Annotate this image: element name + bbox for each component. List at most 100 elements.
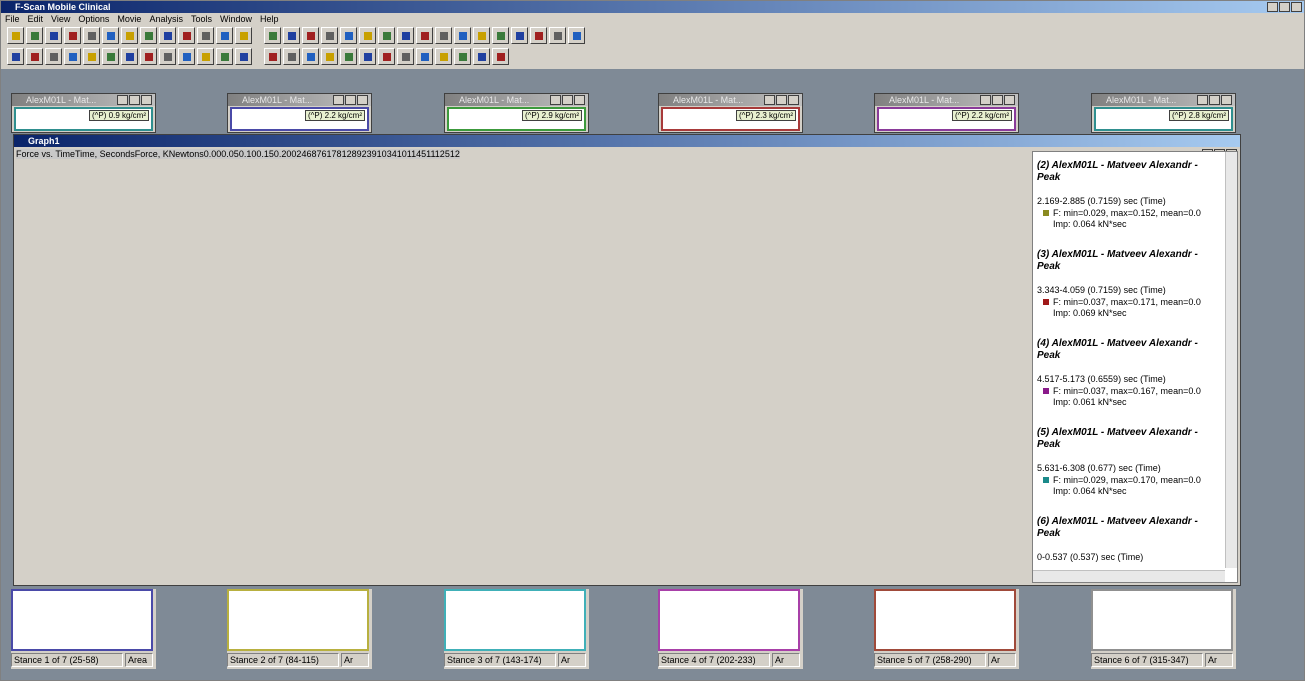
menu-item[interactable]: Edit: [28, 14, 44, 24]
toolbar-button[interactable]: [140, 48, 157, 65]
window-control[interactable]: [562, 95, 573, 105]
toolbar-button[interactable]: [45, 27, 62, 44]
menu-item[interactable]: View: [51, 14, 70, 24]
toolbar-button[interactable]: [283, 48, 300, 65]
window-control[interactable]: [574, 95, 585, 105]
toolbar-button[interactable]: [26, 27, 43, 44]
toolbar-button[interactable]: [473, 48, 490, 65]
scrollbar[interactable]: [1033, 570, 1225, 582]
window-control[interactable]: [980, 95, 991, 105]
toolbar-button[interactable]: [492, 27, 509, 44]
toolbar-button[interactable]: [83, 27, 100, 44]
toolbar-button[interactable]: [340, 48, 357, 65]
toolbar-button[interactable]: [178, 27, 195, 44]
menu-item[interactable]: Window: [220, 14, 252, 24]
window-control[interactable]: [1279, 2, 1290, 12]
toolbar-button[interactable]: [416, 48, 433, 65]
toolbar-button[interactable]: [568, 27, 585, 44]
toolbar-button[interactable]: [102, 27, 119, 44]
toolbar-button[interactable]: [45, 48, 62, 65]
sensor-window[interactable]: AlexM01L - Mat...(^P) 2.2 kg/cm²: [874, 93, 1019, 133]
toolbar-button[interactable]: [549, 27, 566, 44]
toolbar-button[interactable]: [121, 27, 138, 44]
stance-window[interactable]: Stance 2 of 7 (84-115)Ar: [227, 589, 372, 669]
stance-window[interactable]: Stance 6 of 7 (315-347)Ar: [1091, 589, 1236, 669]
toolbar-button[interactable]: [397, 27, 414, 44]
toolbar-button[interactable]: [397, 48, 414, 65]
toolbar-button[interactable]: [121, 48, 138, 65]
window-control[interactable]: [345, 95, 356, 105]
stance-window[interactable]: Stance 3 of 7 (143-174)Ar: [444, 589, 589, 669]
window-control[interactable]: [992, 95, 1003, 105]
toolbar-button[interactable]: [492, 48, 509, 65]
toolbar-button[interactable]: [140, 27, 157, 44]
sensor-window[interactable]: AlexM01L - Mat...(^P) 2.3 kg/cm²: [658, 93, 803, 133]
toolbar-button[interactable]: [454, 48, 471, 65]
sensor-window[interactable]: AlexM01L - Mat...(^P) 2.8 kg/cm²: [1091, 93, 1236, 133]
toolbar-button[interactable]: [359, 48, 376, 65]
window-control[interactable]: [357, 95, 368, 105]
toolbar-button[interactable]: [321, 27, 338, 44]
menu-item[interactable]: Analysis: [149, 14, 183, 24]
window-control[interactable]: [764, 95, 775, 105]
toolbar-button[interactable]: [264, 48, 281, 65]
toolbar-button[interactable]: [216, 48, 233, 65]
sensor-window[interactable]: AlexM01L - Mat...(^P) 2.9 kg/cm²: [444, 93, 589, 133]
toolbar-button[interactable]: [235, 27, 252, 44]
toolbar-button[interactable]: [378, 27, 395, 44]
toolbar-button[interactable]: [264, 27, 281, 44]
menu-item[interactable]: Options: [78, 14, 109, 24]
toolbar-button[interactable]: [26, 48, 43, 65]
menu-item[interactable]: Help: [260, 14, 279, 24]
toolbar-button[interactable]: [102, 48, 119, 65]
window-control[interactable]: [117, 95, 128, 105]
window-control[interactable]: [776, 95, 787, 105]
toolbar-button[interactable]: [197, 48, 214, 65]
window-control[interactable]: [550, 95, 561, 105]
scrollbar[interactable]: [1225, 152, 1237, 568]
toolbar-button[interactable]: [159, 48, 176, 65]
window-control[interactable]: [1267, 2, 1278, 12]
window-control[interactable]: [129, 95, 140, 105]
toolbar-button[interactable]: [197, 27, 214, 44]
window-control[interactable]: [1209, 95, 1220, 105]
toolbar-button[interactable]: [83, 48, 100, 65]
toolbar-button[interactable]: [302, 27, 319, 44]
toolbar-button[interactable]: [378, 48, 395, 65]
window-control[interactable]: [1291, 2, 1302, 12]
toolbar-button[interactable]: [416, 27, 433, 44]
toolbar-button[interactable]: [235, 48, 252, 65]
sensor-window[interactable]: AlexM01L - Mat...(^P) 0.9 kg/cm²: [11, 93, 156, 133]
toolbar-button[interactable]: [216, 27, 233, 44]
toolbar-button[interactable]: [178, 48, 195, 65]
window-control[interactable]: [141, 95, 152, 105]
toolbar-button[interactable]: [435, 27, 452, 44]
toolbar-button[interactable]: [302, 48, 319, 65]
toolbar-button[interactable]: [7, 48, 24, 65]
toolbar-button[interactable]: [511, 27, 528, 44]
toolbar-button[interactable]: [435, 48, 452, 65]
toolbar-button[interactable]: [64, 27, 81, 44]
stance-window[interactable]: Stance 1 of 7 (25-58)Area: [11, 589, 156, 669]
toolbar-button[interactable]: [359, 27, 376, 44]
toolbar-button[interactable]: [340, 27, 357, 44]
toolbar-button[interactable]: [159, 27, 176, 44]
window-control[interactable]: [333, 95, 344, 105]
menu-item[interactable]: File: [5, 14, 20, 24]
toolbar-button[interactable]: [321, 48, 338, 65]
window-control[interactable]: [1004, 95, 1015, 105]
toolbar-button[interactable]: [64, 48, 81, 65]
window-control[interactable]: [1197, 95, 1208, 105]
toolbar-button[interactable]: [7, 27, 24, 44]
toolbar-button[interactable]: [283, 27, 300, 44]
window-control[interactable]: [1221, 95, 1232, 105]
menu-item[interactable]: Movie: [117, 14, 141, 24]
window-control[interactable]: [788, 95, 799, 105]
menu-item[interactable]: Tools: [191, 14, 212, 24]
stance-window[interactable]: Stance 5 of 7 (258-290)Ar: [874, 589, 1019, 669]
toolbar-button[interactable]: [473, 27, 490, 44]
toolbar-button[interactable]: [454, 27, 471, 44]
sensor-window[interactable]: AlexM01L - Mat...(^P) 2.2 kg/cm²: [227, 93, 372, 133]
stance-window[interactable]: Stance 4 of 7 (202-233)Ar: [658, 589, 803, 669]
